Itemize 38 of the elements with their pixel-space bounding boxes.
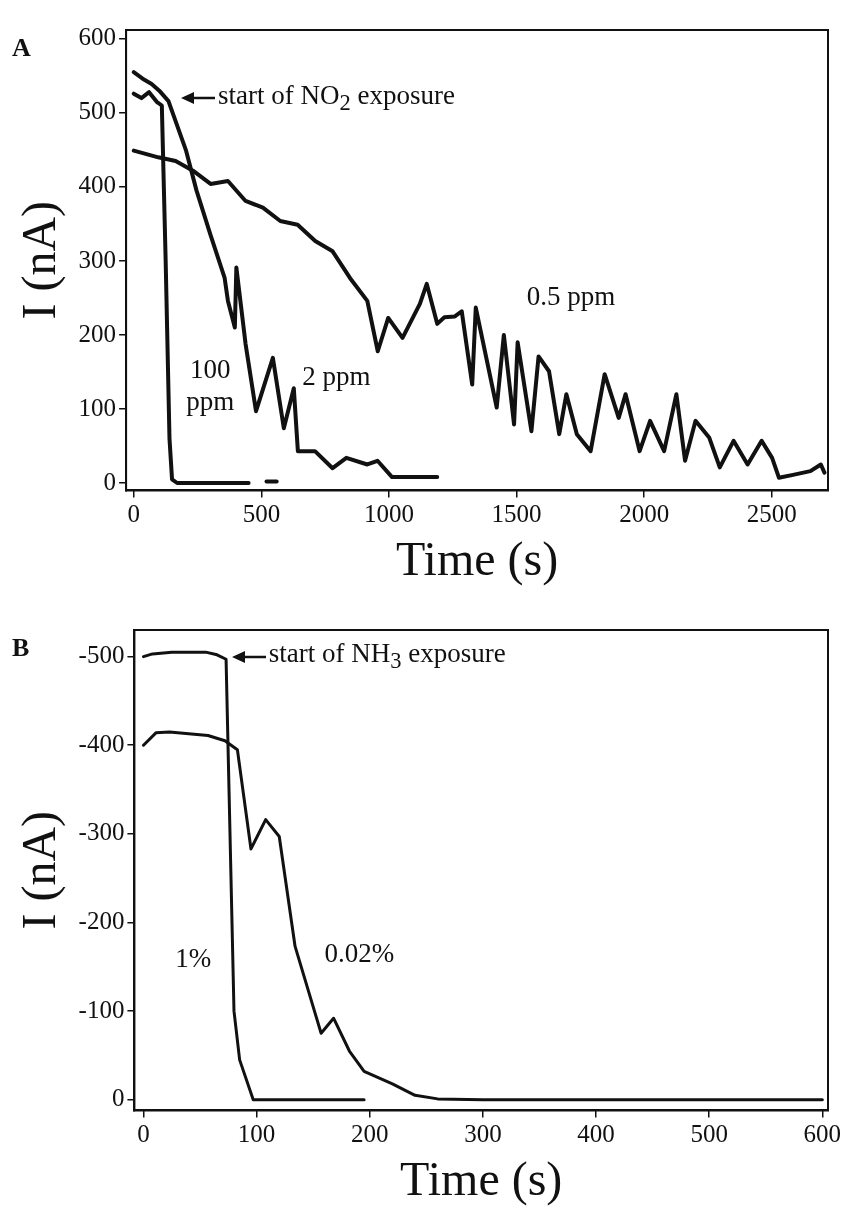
series-label: 0.02% [324, 938, 395, 969]
y-tick-label: 600 [78, 23, 117, 51]
x-axis-title: Time (s) [395, 531, 559, 586]
x-tick-label: 500 [242, 499, 281, 527]
y-tick-label: 0 [111, 1084, 125, 1112]
annotation: start of NO$_{2}$ exposure [217, 79, 455, 117]
x-tick-label: 300 [464, 1119, 502, 1147]
series-label: 0.5 ppm [526, 281, 616, 312]
y-tick-label: -500 [78, 641, 125, 669]
x-tick-label: 2500 [746, 499, 797, 527]
x-tick-label: 1000 [363, 499, 414, 527]
y-tick-label: -100 [78, 995, 125, 1023]
x-tick-label: 500 [690, 1119, 728, 1147]
x-tick-label: 2000 [619, 499, 670, 527]
x-tick-label: 600 [803, 1119, 842, 1147]
y-tick-label: -400 [78, 729, 125, 757]
chart-title: B [12, 633, 30, 662]
x-tick-label: 200 [351, 1119, 389, 1147]
y-axis-title: I (nA) [12, 810, 67, 930]
x-tick-label: 0 [137, 1119, 150, 1147]
x-tick-label: 400 [577, 1119, 615, 1147]
annotation: start of NH$_{3}$ exposure [268, 638, 506, 675]
y-tick-label: 300 [78, 245, 117, 273]
y-tick-label: -200 [78, 907, 125, 935]
series-label: 100 ppm [186, 353, 235, 416]
series-label: 2 ppm [302, 361, 371, 392]
y-tick-label: 0 [103, 467, 117, 495]
y-tick-label: -300 [78, 818, 125, 846]
x-axis-title: Time (s) [400, 1151, 563, 1206]
x-tick-label: 100 [237, 1119, 276, 1147]
series-label: 1% [175, 942, 212, 973]
y-axis-title: I (nA) [12, 200, 67, 320]
y-tick-label: 200 [78, 319, 117, 347]
chart-title: A [12, 33, 31, 62]
y-tick-label: 500 [78, 97, 117, 125]
x-tick-label: 1500 [491, 499, 542, 527]
y-tick-label: 100 [78, 393, 117, 421]
y-tick-label: 400 [78, 171, 117, 199]
